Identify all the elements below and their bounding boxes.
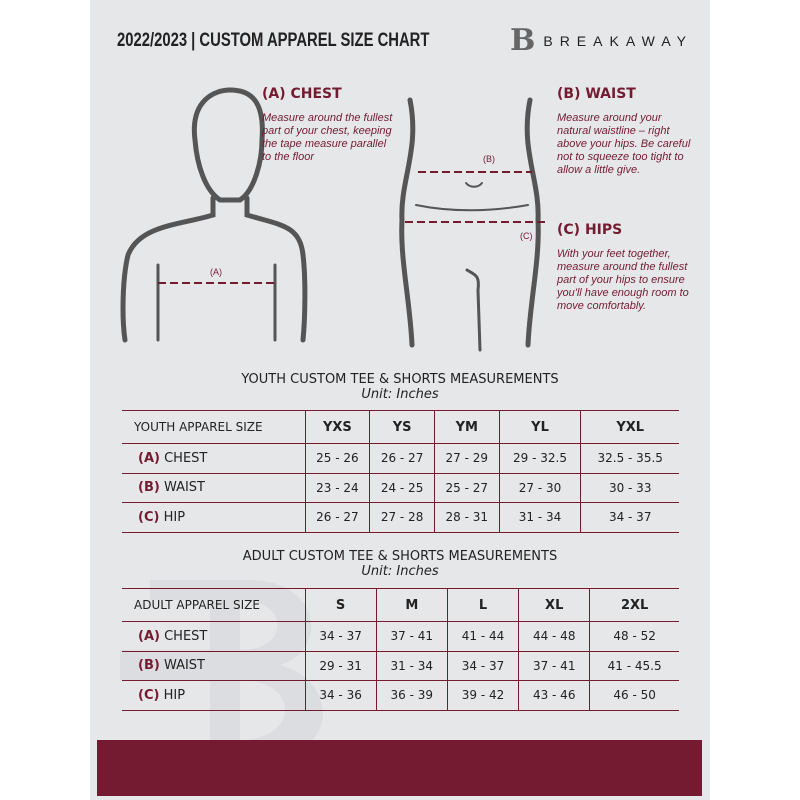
brand-logo: B BREAKAWAY — [510, 26, 693, 56]
measurement-cell: 25 - 27 — [433, 473, 500, 503]
measurement-cell: 34 - 37 — [446, 651, 519, 681]
measurement-cell: 46 - 50 — [589, 680, 679, 711]
header-cell: ADULT APPAREL SIZE — [122, 588, 305, 622]
row-name: WAIST — [163, 658, 206, 674]
header-cell: M — [375, 588, 448, 622]
waist-description: Measure around your natural waistline – … — [557, 112, 691, 176]
header-cell: YXL — [580, 410, 679, 444]
header-cell: YOUTH APPAREL SIZE — [122, 410, 305, 444]
table-row: (B) WAIST 23 - 24 24 - 25 25 - 27 27 - 30 30 … — [122, 473, 679, 503]
measurement-cell: 29 - 32.5 — [498, 443, 581, 474]
navel-line — [465, 182, 483, 188]
header-cell: XL — [518, 588, 590, 622]
measurement-cell: 34 - 37 — [580, 502, 679, 533]
table-row: (C) HIP 26 - 27 27 - 28 28 - 31 31 - 34 34 - … — [122, 502, 679, 533]
table-row: (A) CHEST 34 - 37 37 - 41 41 - 44 44 - 48 48 … — [122, 621, 679, 652]
row-key: (B) — [138, 480, 160, 496]
youth-section-header: YOUTH CUSTOM TEE & SHORTS MEASUREMENTS U… — [0, 372, 800, 402]
logo-mark-icon: B — [510, 23, 536, 58]
page-title: 2022/2023 | CUSTOM APPAREL SIZE CHART — [117, 30, 430, 51]
measurement-cell: 25 - 26 — [304, 443, 370, 474]
table-row: (B) WAIST 29 - 31 31 - 34 34 - 37 37 - 41 41 … — [122, 651, 679, 681]
measurement-cell: 26 - 27 — [369, 443, 435, 474]
chest-heading: (A) CHEST — [262, 86, 342, 102]
adult-unit: Unit: Inches — [361, 564, 439, 579]
youth-unit: Unit: Inches — [361, 387, 439, 402]
measurement-cell: 48 - 52 — [589, 621, 679, 652]
row-label: (A) CHEST — [122, 443, 305, 474]
measurement-cell: 24 - 25 — [369, 473, 435, 503]
table-row: (C) HIP 34 - 36 36 - 39 39 - 42 43 - 46 46 - … — [122, 680, 679, 711]
measurement-cell: 34 - 37 — [304, 621, 377, 652]
measurement-cell: 34 - 36 — [304, 680, 377, 711]
waistband-line — [415, 204, 529, 212]
measurement-cell: 37 - 41 — [518, 651, 590, 681]
measurement-cell: 37 - 41 — [375, 621, 448, 652]
header-cell: 2XL — [589, 588, 679, 622]
measurement-cell: 43 - 46 — [518, 680, 590, 711]
adult-size-table: ADULT APPAREL SIZE S M L XL 2XL (A) CHEST 34 - … — [122, 588, 679, 711]
footer-band — [97, 740, 702, 796]
row-key: (B) — [138, 658, 160, 674]
measurement-cell: 28 - 31 — [433, 502, 500, 533]
table-header-row: ADULT APPAREL SIZE S M L XL 2XL — [122, 588, 679, 622]
measurement-cell: 26 - 27 — [304, 502, 370, 533]
measurement-cell: 31 - 34 — [375, 651, 448, 681]
hips-right-outline — [524, 97, 541, 348]
measurement-cell: 31 - 34 — [498, 502, 581, 533]
torso-head-outline — [191, 87, 265, 203]
measurement-cell: 32.5 - 35.5 — [580, 443, 679, 474]
adult-section-header: ADULT CUSTOM TEE & SHORTS MEASUREMENTS U… — [0, 549, 800, 579]
waist-marker: (B) — [483, 154, 495, 164]
table-header-row: YOUTH APPAREL SIZE YXS YS YM YL YXL — [122, 410, 679, 444]
row-label: (A) CHEST — [122, 621, 305, 652]
row-label: (B) WAIST — [122, 473, 305, 503]
measurement-cell: 27 - 30 — [498, 473, 581, 503]
table-row: (A) CHEST 25 - 26 26 - 27 27 - 29 29 - 32.5 3… — [122, 443, 679, 474]
row-name: HIP — [163, 509, 186, 525]
row-name: WAIST — [163, 480, 206, 496]
chest-marker: (A) — [210, 267, 222, 277]
measurement-cell: 36 - 39 — [375, 680, 448, 711]
torso-right-outline — [244, 195, 308, 343]
measurement-cell: 27 - 28 — [369, 502, 435, 533]
measurement-cell: 39 - 42 — [446, 680, 519, 711]
adult-title: ADULT CUSTOM TEE & SHORTS MEASUREMENTS — [242, 549, 558, 564]
row-key: (A) — [138, 628, 160, 644]
row-key: (C) — [138, 687, 160, 703]
hips-marker: (C) — [520, 231, 533, 241]
row-label: (C) HIP — [122, 680, 305, 711]
measurement-cell: 30 - 33 — [580, 473, 679, 503]
measurement-cell: 29 - 31 — [304, 651, 377, 681]
waist-heading: (B) WAIST — [557, 86, 636, 102]
row-name: HIP — [163, 687, 186, 703]
header-cell: L — [446, 588, 519, 622]
row-key: (C) — [138, 509, 160, 525]
header-cell: YM — [433, 410, 500, 444]
hips-left-outline — [399, 97, 416, 348]
measurement-cell: 44 - 48 — [518, 621, 590, 652]
measurement-cell: 27 - 29 — [433, 443, 500, 474]
body-illustrations — [120, 87, 545, 352]
row-name: CHEST — [164, 628, 208, 644]
youth-size-table: YOUTH APPAREL SIZE YXS YS YM YL YXL (A) CHEST 2… — [122, 410, 679, 533]
header-cell: YS — [369, 410, 435, 444]
measurement-cell: 41 - 45.5 — [589, 651, 679, 681]
chest-description: Measure around the fullest part of your … — [262, 112, 393, 163]
brand-name: BREAKAWAY — [543, 33, 693, 49]
row-key: (A) — [138, 450, 160, 466]
torso-left-outline — [120, 195, 216, 343]
header-cell: YL — [498, 410, 581, 444]
youth-title: YOUTH CUSTOM TEE & SHORTS MEASUREMENTS — [241, 372, 559, 387]
hips-leg-inner — [465, 268, 482, 352]
row-name: CHEST — [164, 450, 208, 466]
measurement-cell: 23 - 24 — [304, 473, 370, 503]
row-label: (C) HIP — [122, 502, 305, 533]
header-cell: YXS — [304, 410, 370, 444]
measurement-cell: 41 - 44 — [446, 621, 519, 652]
row-label: (B) WAIST — [122, 651, 305, 681]
hips-heading: (C) HIPS — [557, 222, 623, 238]
hips-description: With your feet together, measure around … — [557, 248, 689, 312]
header-cell: S — [304, 588, 377, 622]
